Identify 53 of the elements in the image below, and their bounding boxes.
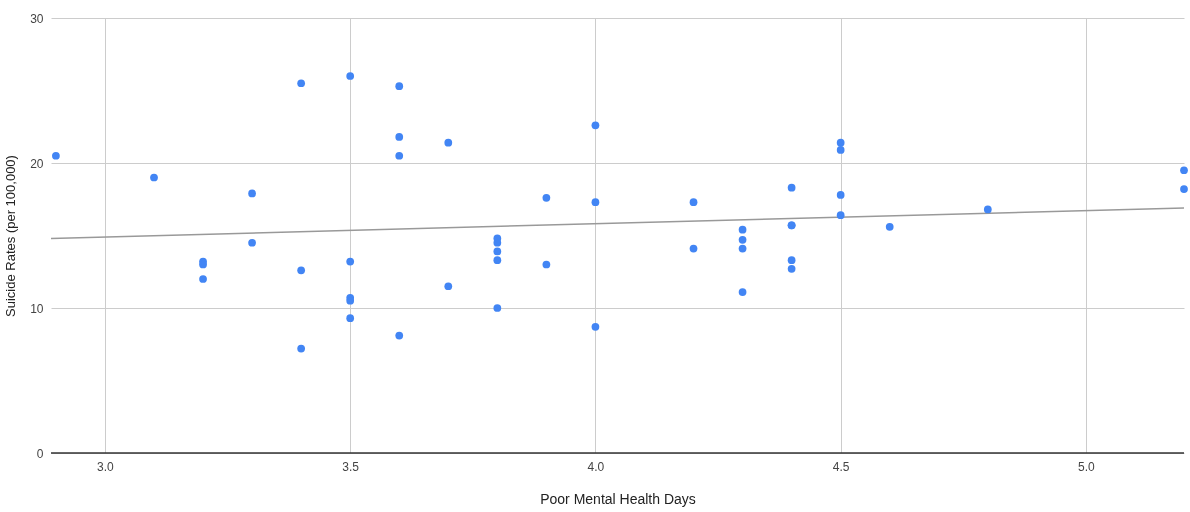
point — [297, 266, 306, 275]
point — [836, 191, 845, 199]
y-tick-label: 10 — [30, 301, 44, 316]
x-tick-label: 3.0 — [97, 459, 115, 474]
y-tick-label: 30 — [30, 11, 44, 26]
point — [738, 225, 747, 234]
point — [248, 189, 256, 198]
point — [542, 193, 551, 202]
point — [836, 211, 845, 220]
point — [591, 198, 600, 207]
point — [787, 256, 796, 265]
point — [395, 133, 404, 141]
point — [297, 79, 306, 88]
point — [493, 256, 502, 265]
point — [885, 222, 894, 231]
point — [1180, 166, 1188, 175]
point — [591, 121, 600, 130]
y-tick-label: 0 — [36, 446, 44, 461]
y-tick-label: 20 — [30, 156, 44, 171]
point — [395, 82, 404, 91]
x-tick-label: 5.0 — [1078, 459, 1096, 474]
point — [591, 322, 600, 331]
point — [493, 304, 502, 312]
point — [444, 282, 453, 291]
x-axis-title: Poor Mental Health Days — [540, 490, 696, 507]
x-tick-label: 4.0 — [587, 459, 605, 474]
point — [836, 146, 845, 154]
point — [346, 257, 355, 266]
point — [444, 138, 453, 147]
point — [52, 151, 60, 160]
point — [248, 238, 256, 247]
point — [395, 151, 404, 160]
x-tick-label: 3.5 — [342, 459, 360, 474]
x-tick-label: 4.5 — [832, 459, 850, 474]
point — [346, 314, 355, 323]
point — [738, 235, 747, 244]
point — [395, 331, 404, 340]
point — [787, 183, 796, 192]
point — [297, 344, 306, 353]
point — [199, 275, 207, 283]
point — [689, 198, 698, 207]
point — [738, 288, 747, 296]
point — [150, 173, 158, 182]
point — [689, 244, 698, 253]
point — [738, 244, 747, 253]
point — [346, 72, 355, 80]
point — [493, 247, 502, 256]
point — [542, 260, 551, 269]
point — [787, 264, 796, 273]
point — [836, 138, 845, 147]
point — [1180, 185, 1188, 193]
point — [983, 205, 992, 214]
y-axis-title: Suicide Rates (per 100,000) — [3, 155, 19, 317]
